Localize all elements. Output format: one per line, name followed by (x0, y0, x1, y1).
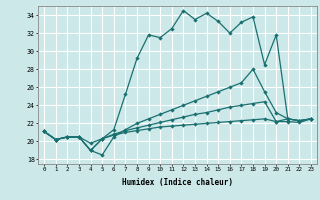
X-axis label: Humidex (Indice chaleur): Humidex (Indice chaleur) (122, 178, 233, 187)
